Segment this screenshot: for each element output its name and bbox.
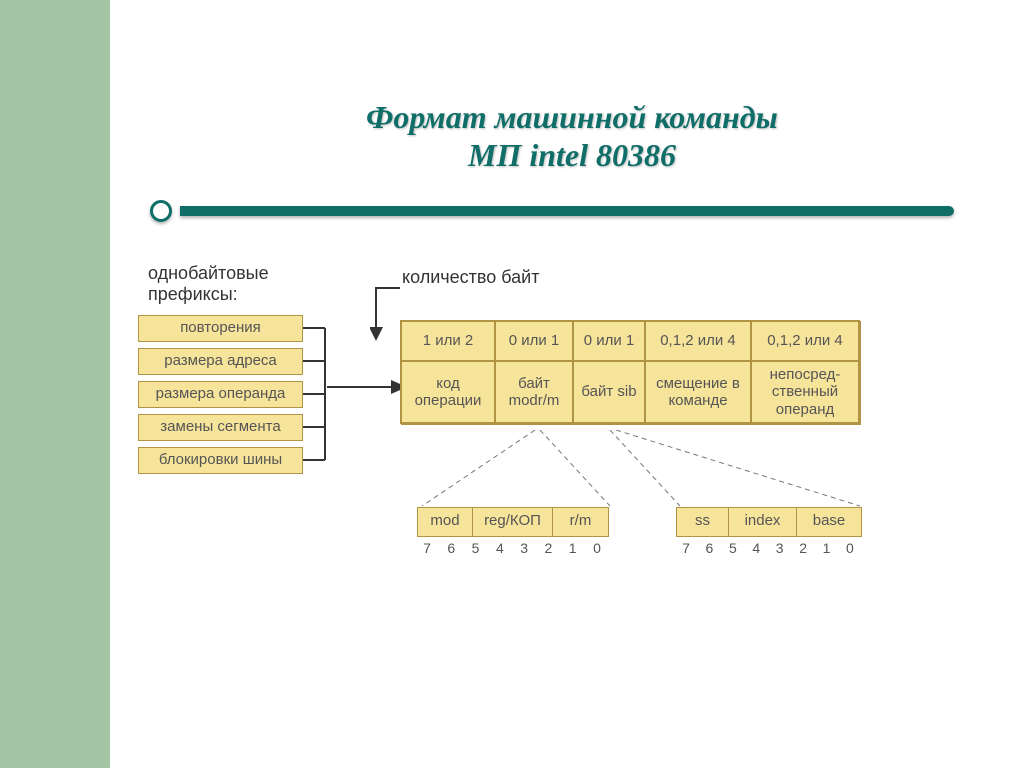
- bit-label: 0: [844, 540, 856, 556]
- instruction-bytes-table: 1 или 2 0 или 1 0 или 1 0,1,2 или 4 0,1,…: [400, 320, 860, 424]
- sib-base: base: [797, 508, 861, 536]
- underline-bar: [180, 206, 954, 216]
- name-opcode: код операции: [401, 361, 495, 423]
- bit-label: 6: [445, 540, 457, 556]
- bit-label: 3: [518, 540, 530, 556]
- sib-split-lines: [598, 430, 878, 510]
- bit-label: 4: [750, 540, 762, 556]
- bit-label: 4: [494, 540, 506, 556]
- name-modrm: байт modr/m: [495, 361, 573, 423]
- prefix-lock: блокировки шины: [138, 447, 303, 474]
- prefix-addr-size: размера адреса: [138, 348, 303, 375]
- prefix-operand-size: размера операнда: [138, 381, 303, 408]
- slide-title: Формат машинной команды МП intel 80386: [180, 98, 964, 175]
- title-line-1: Формат машинной команды: [366, 99, 778, 135]
- cnt-imm: 0,1,2 или 4: [751, 321, 859, 361]
- cnt-opcode: 1 или 2: [401, 321, 495, 361]
- bit-label: 0: [591, 540, 603, 556]
- sib-breakdown: ss index base 7 6 5 4 3 2 1 0: [676, 507, 862, 556]
- title-line-2: МП intel 80386: [468, 137, 676, 173]
- prefix-list: повторения размера адреса размера операн…: [138, 315, 303, 480]
- bytecount-label: количество байт: [402, 267, 539, 288]
- modrm-rm: r/m: [553, 508, 608, 536]
- underline-bullet-icon: [150, 200, 172, 222]
- row-byte-counts: 1 или 2 0 или 1 0 или 1 0,1,2 или 4 0,1,…: [401, 321, 859, 361]
- cnt-modrm: 0 или 1: [495, 321, 573, 361]
- modrm-reg: reg/КОП: [473, 508, 553, 536]
- modrm-breakdown: mod reg/КОП r/m 7 6 5 4 3 2 1 0: [417, 507, 609, 556]
- bit-label: 1: [821, 540, 833, 556]
- bit-label: 1: [567, 540, 579, 556]
- prefix-header: однобайтовые префиксы:: [148, 263, 269, 304]
- cnt-sib: 0 или 1: [573, 321, 645, 361]
- row-byte-names: код операции байт modr/m байт sib смещен…: [401, 361, 859, 423]
- cnt-disp: 0,1,2 или 4: [645, 321, 751, 361]
- bit-label: 7: [421, 540, 433, 556]
- prefix-repeat: повторения: [138, 315, 303, 342]
- bit-label: 7: [680, 540, 692, 556]
- prefix-header-line2: префиксы:: [148, 284, 238, 304]
- sib-bit-scale: 7 6 5 4 3 2 1 0: [676, 540, 860, 556]
- bit-label: 5: [470, 540, 482, 556]
- bit-label: 6: [703, 540, 715, 556]
- left-color-band: [0, 0, 110, 768]
- bit-label: 2: [797, 540, 809, 556]
- modrm-split-lines: [420, 430, 620, 510]
- modrm-bit-scale: 7 6 5 4 3 2 1 0: [417, 540, 607, 556]
- name-disp: смещение в команде: [645, 361, 751, 423]
- instruction-format-diagram: однобайтовые префиксы: повторения размер…: [130, 255, 950, 655]
- name-imm: непосред-ственный операнд: [751, 361, 859, 423]
- sib-index: index: [729, 508, 797, 536]
- prefix-segment: замены сегмента: [138, 414, 303, 441]
- prefix-header-line1: однобайтовые: [148, 263, 269, 283]
- name-sib: байт sib: [573, 361, 645, 423]
- prefix-to-table-arrow-icon: [327, 377, 402, 402]
- sib-ss: ss: [677, 508, 729, 536]
- modrm-mod: mod: [418, 508, 473, 536]
- bit-label: 5: [727, 540, 739, 556]
- bit-label: 2: [542, 540, 554, 556]
- bit-label: 3: [774, 540, 786, 556]
